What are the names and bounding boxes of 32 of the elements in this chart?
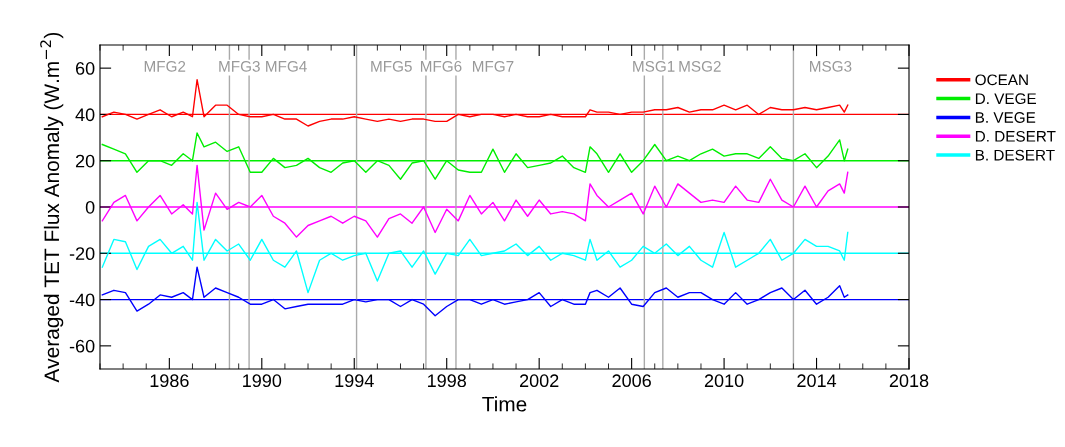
y-tick-label: -20 [69,247,95,261]
y-tick-label: 20 [75,154,95,168]
y-tick-label: 40 [75,108,95,122]
x-tick-label: 1994 [335,374,374,388]
legend-label: D. DESERT [975,130,1056,142]
y-tick-label: 0 [85,200,95,214]
legend-label: B. DESERT [975,149,1055,161]
ref-line-label: MFG7 [472,60,514,72]
y-tick-label: -40 [69,293,95,307]
ref-line-label: MSG2 [679,60,721,72]
ref-line-label: MSG1 [633,60,675,72]
x-tick-label: 1986 [150,374,189,388]
x-tick-label: 2018 [889,374,929,388]
y-axis-title: Averaged TET Flux Anomaly (W.m$^{−2}$) [40,32,64,383]
legend-label: D. VEGE [975,93,1037,105]
ref-line-label: MFG3 [219,60,260,72]
x-tick-label: 2006 [612,374,651,388]
x-tick-label: 2002 [520,374,559,388]
ref-line-label: MFG6 [420,60,462,72]
x-axis-title: Time [482,396,527,412]
ref-line-label: MSG3 [810,60,852,72]
x-tick-label: 1998 [428,374,467,388]
ref-line-label: MFG4 [266,60,307,72]
y-tick-label: 60 [75,62,95,75]
legend-label: B. VEGE [975,112,1036,123]
ref-line-label: MFG5 [371,60,412,72]
x-tick-label: 2014 [797,374,837,388]
x-tick-label: 1990 [243,374,282,388]
legend-label: OCEAN [975,74,1028,86]
annotation: MFG2 [144,60,186,72]
x-tick-label: 2010 [704,374,744,388]
y-tick-label: -60 [69,339,95,353]
